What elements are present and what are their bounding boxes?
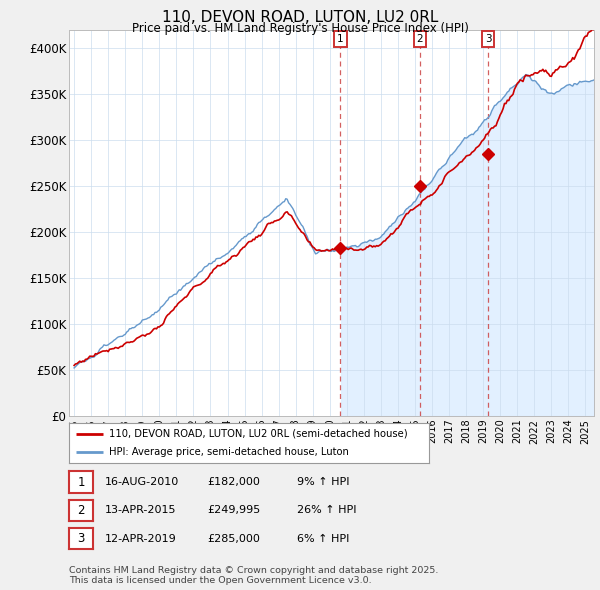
Text: 9% ↑ HPI: 9% ↑ HPI (297, 477, 349, 487)
Text: £182,000: £182,000 (207, 477, 260, 487)
Text: Contains HM Land Registry data © Crown copyright and database right 2025.
This d: Contains HM Land Registry data © Crown c… (69, 566, 439, 585)
Text: 3: 3 (485, 34, 491, 44)
Text: 3: 3 (77, 532, 85, 545)
Text: 2: 2 (77, 504, 85, 517)
Text: 2: 2 (416, 34, 423, 44)
Text: 1: 1 (337, 34, 344, 44)
Text: 16-AUG-2010: 16-AUG-2010 (105, 477, 179, 487)
Text: 12-APR-2019: 12-APR-2019 (105, 534, 177, 543)
Text: HPI: Average price, semi-detached house, Luton: HPI: Average price, semi-detached house,… (109, 447, 349, 457)
Text: 13-APR-2015: 13-APR-2015 (105, 506, 176, 515)
Text: 26% ↑ HPI: 26% ↑ HPI (297, 506, 356, 515)
Text: £249,995: £249,995 (207, 506, 260, 515)
Text: 6% ↑ HPI: 6% ↑ HPI (297, 534, 349, 543)
Text: 110, DEVON ROAD, LUTON, LU2 0RL (semi-detached house): 110, DEVON ROAD, LUTON, LU2 0RL (semi-de… (109, 429, 407, 439)
Text: £285,000: £285,000 (207, 534, 260, 543)
Text: 110, DEVON ROAD, LUTON, LU2 0RL: 110, DEVON ROAD, LUTON, LU2 0RL (162, 10, 438, 25)
Text: Price paid vs. HM Land Registry's House Price Index (HPI): Price paid vs. HM Land Registry's House … (131, 22, 469, 35)
Text: 1: 1 (77, 476, 85, 489)
